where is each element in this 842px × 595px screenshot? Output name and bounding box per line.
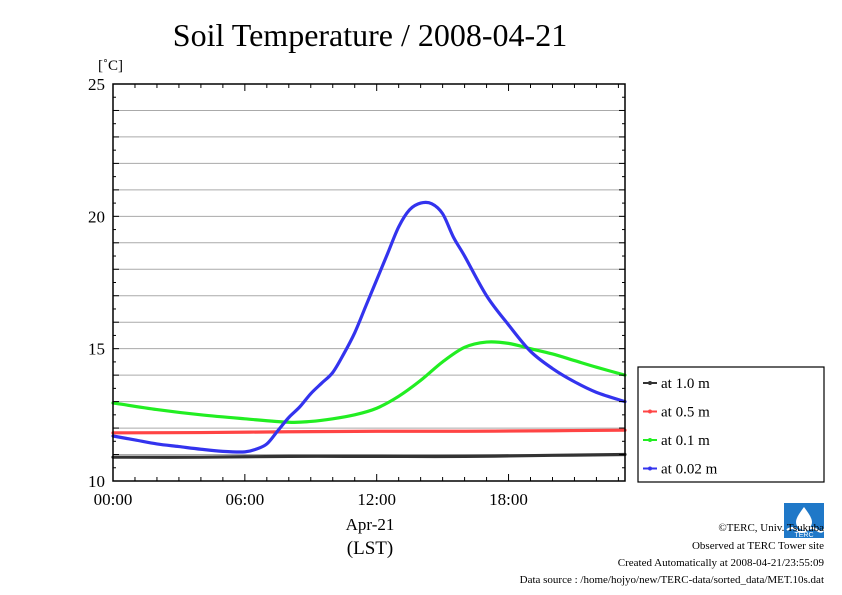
- footer-created: Created Automatically at 2008-04-21/23:5…: [618, 557, 825, 569]
- x-tick-label: 00:00: [94, 490, 133, 509]
- wave-icon: [786, 527, 825, 533]
- legend-swatch-dot: [648, 438, 652, 442]
- y-tick-label: 20: [88, 207, 105, 226]
- x-axis-date-label: Apr-21: [346, 515, 395, 534]
- legend: at 1.0 m at 0.5 m at 0.1 m at 0.02 m: [637, 366, 825, 483]
- series-line-at-0-5-m: [111, 428, 627, 435]
- series-line-at-0-02-m: [111, 200, 627, 454]
- footer-copyright: ©TERC, Univ. Tsukuba: [718, 522, 824, 534]
- chart-title: Soil Temperature / 2008-04-21: [173, 17, 567, 53]
- series-line-at-0-1-m: [111, 340, 627, 424]
- plot-frame: [112, 83, 626, 482]
- x-tick-label: 06:00: [225, 490, 264, 509]
- terc-logo: TERC: [784, 503, 825, 539]
- legend-label: at 0.1 m: [661, 433, 710, 449]
- y-tick-label: 10: [88, 472, 105, 491]
- y-tick-label: 25: [88, 75, 105, 94]
- x-tick-label: 12:00: [357, 490, 396, 509]
- legend-swatch-dot: [648, 409, 652, 414]
- grid: [113, 109, 625, 456]
- series-lines: [111, 200, 627, 459]
- drop-icon: [796, 507, 812, 530]
- footer-source: Data source : /home/hojyo/new/TERC-data/…: [520, 574, 824, 586]
- y-tick-label: 15: [88, 340, 105, 359]
- legend-label: at 0.5 m: [661, 405, 710, 421]
- legend-label: at 0.02 m: [661, 462, 718, 478]
- legend-label: at 1.0 m: [661, 376, 710, 392]
- y-axis-label: [˚C]: [98, 58, 123, 74]
- footer-observed: Observed at TERC Tower site: [692, 540, 824, 552]
- x-axis-zone-label: (LST): [347, 538, 393, 559]
- series-line-at-1-0-m: [111, 452, 627, 459]
- legend-box: [637, 366, 825, 483]
- x-tick-label: 18:00: [489, 490, 528, 509]
- axis-ticks: 10 15 20 25 00:00 06:00 12:00 18:00: [88, 75, 625, 509]
- legend-swatch-dot: [648, 466, 652, 471]
- legend-swatch-dot: [648, 381, 652, 385]
- terc-logo-text: TERC: [794, 532, 813, 539]
